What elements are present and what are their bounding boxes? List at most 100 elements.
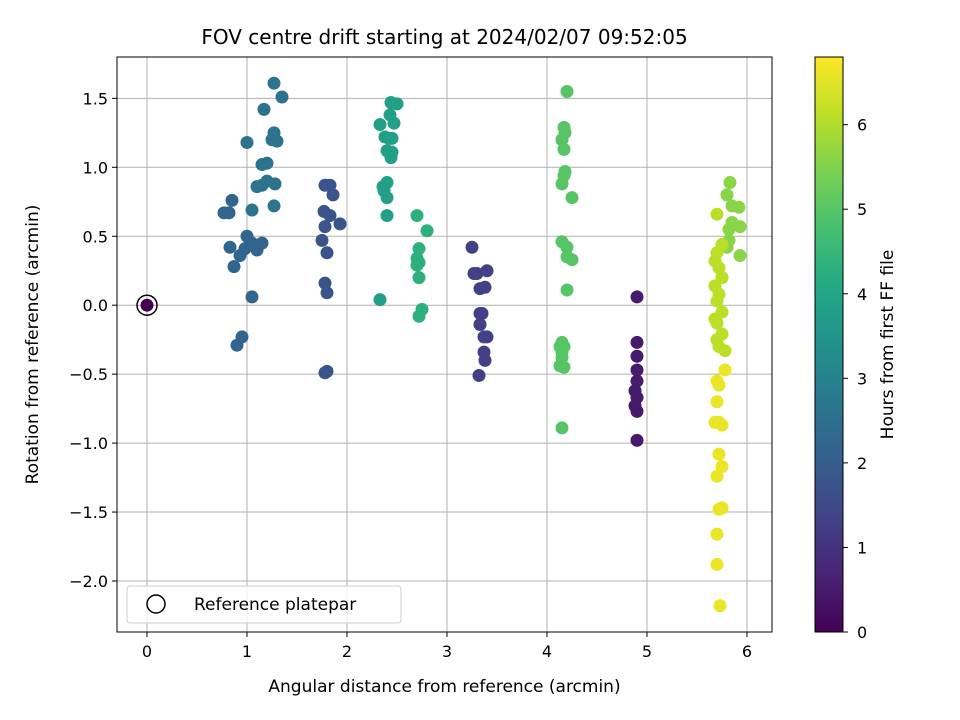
data-point bbox=[560, 84, 574, 98]
data-point bbox=[323, 209, 337, 223]
data-point bbox=[235, 330, 249, 344]
x-axis-ticks: 0 1 2 3 4 5 6 bbox=[142, 632, 752, 661]
data-point bbox=[723, 175, 737, 189]
data-point bbox=[720, 188, 734, 202]
colorbar-tick-label: 2 bbox=[857, 454, 867, 473]
legend-box bbox=[126, 585, 402, 624]
x-tick-label: 0 bbox=[142, 642, 152, 661]
data-point bbox=[373, 118, 387, 132]
data-point bbox=[315, 233, 329, 247]
x-tick-label: 4 bbox=[542, 642, 552, 661]
data-point bbox=[630, 290, 644, 304]
y-axis-ticks: −2.0 −1.5 −1.0 −0.5 0.0 0.5 1.0 1.5 bbox=[69, 89, 117, 591]
y-tick-label: −1.5 bbox=[69, 503, 108, 522]
data-point bbox=[255, 236, 269, 250]
data-point bbox=[480, 264, 494, 278]
data-point bbox=[410, 258, 424, 272]
data-point bbox=[320, 364, 334, 378]
colorbar: 0 1 2 3 4 5 6 Hours from first FF file bbox=[814, 56, 898, 642]
y-tick-label: −1.0 bbox=[69, 434, 108, 453]
data-point bbox=[384, 151, 398, 165]
data-point bbox=[710, 469, 724, 483]
data-point bbox=[245, 290, 259, 304]
colorbar-tick-label: 4 bbox=[857, 285, 867, 304]
data-point bbox=[565, 191, 579, 205]
y-tick-label: −0.5 bbox=[69, 365, 108, 384]
data-point bbox=[390, 97, 404, 111]
data-point bbox=[630, 404, 644, 418]
data-point bbox=[227, 260, 241, 274]
data-point bbox=[630, 335, 644, 349]
data-point bbox=[565, 253, 579, 267]
legend-marker-reference bbox=[146, 594, 166, 614]
data-point bbox=[712, 378, 726, 392]
colorbar-gradient bbox=[814, 56, 844, 633]
y-axis-label: Rotation from reference (arcmin) bbox=[23, 205, 43, 485]
data-point bbox=[472, 369, 486, 383]
colorbar-tick-label: 5 bbox=[857, 200, 867, 219]
data-point bbox=[270, 134, 284, 148]
reference-point-ring bbox=[136, 294, 158, 316]
data-point bbox=[478, 353, 492, 367]
data-point bbox=[326, 188, 340, 202]
colorbar-tick-label: 3 bbox=[857, 369, 867, 388]
data-point bbox=[712, 415, 726, 429]
data-point bbox=[715, 460, 729, 474]
data-point bbox=[333, 217, 347, 231]
data-point bbox=[222, 206, 236, 220]
data-point bbox=[318, 220, 332, 234]
y-tick-label: 1.0 bbox=[83, 158, 108, 177]
data-point bbox=[555, 177, 569, 191]
data-point bbox=[710, 527, 724, 541]
data-point bbox=[275, 90, 289, 104]
data-point bbox=[480, 330, 494, 344]
data-point bbox=[267, 199, 281, 213]
colorbar-tick-label: 0 bbox=[857, 623, 867, 642]
data-point bbox=[733, 249, 747, 263]
data-point bbox=[385, 131, 399, 145]
data-point bbox=[722, 222, 736, 236]
data-point bbox=[223, 240, 237, 254]
colorbar-label: Hours from first FF file bbox=[878, 250, 898, 440]
legend: Reference platepar bbox=[126, 585, 402, 624]
data-point bbox=[225, 193, 239, 207]
data-point bbox=[380, 209, 394, 223]
colorbar-ticks: 0 1 2 3 4 5 6 bbox=[843, 116, 867, 642]
data-points bbox=[136, 76, 747, 613]
data-point bbox=[373, 293, 387, 307]
y-tick-label: 0.0 bbox=[83, 296, 108, 315]
data-point bbox=[732, 200, 746, 214]
data-point bbox=[268, 177, 282, 191]
data-point bbox=[240, 135, 254, 149]
data-point bbox=[478, 280, 492, 294]
x-tick-label: 2 bbox=[342, 642, 352, 661]
data-point bbox=[470, 266, 484, 280]
data-point bbox=[257, 102, 271, 116]
reference-point-fill bbox=[140, 298, 154, 312]
data-point bbox=[320, 246, 334, 260]
data-point bbox=[557, 360, 571, 374]
data-point bbox=[718, 363, 732, 377]
data-point bbox=[320, 286, 334, 300]
legend-label-reference: Reference platepar bbox=[194, 595, 356, 615]
x-tick-label: 3 bbox=[442, 642, 452, 661]
x-axis-label: Angular distance from reference (arcmin) bbox=[268, 677, 620, 697]
data-point bbox=[412, 309, 426, 323]
x-tick-label: 1 bbox=[242, 642, 252, 661]
data-point bbox=[420, 224, 434, 238]
chart-title: FOV centre drift starting at 2024/02/07 … bbox=[201, 25, 687, 49]
data-point bbox=[560, 240, 574, 254]
y-tick-label: 1.5 bbox=[83, 89, 108, 108]
colorbar-tick-label: 1 bbox=[857, 538, 867, 557]
data-point bbox=[240, 229, 254, 243]
data-point bbox=[733, 220, 747, 234]
x-tick-label: 6 bbox=[742, 642, 752, 661]
data-point bbox=[718, 344, 732, 358]
data-point bbox=[710, 316, 724, 330]
data-point bbox=[555, 133, 569, 147]
data-point bbox=[560, 283, 574, 297]
data-point bbox=[630, 374, 644, 388]
data-point bbox=[475, 306, 489, 320]
data-point bbox=[710, 557, 724, 571]
